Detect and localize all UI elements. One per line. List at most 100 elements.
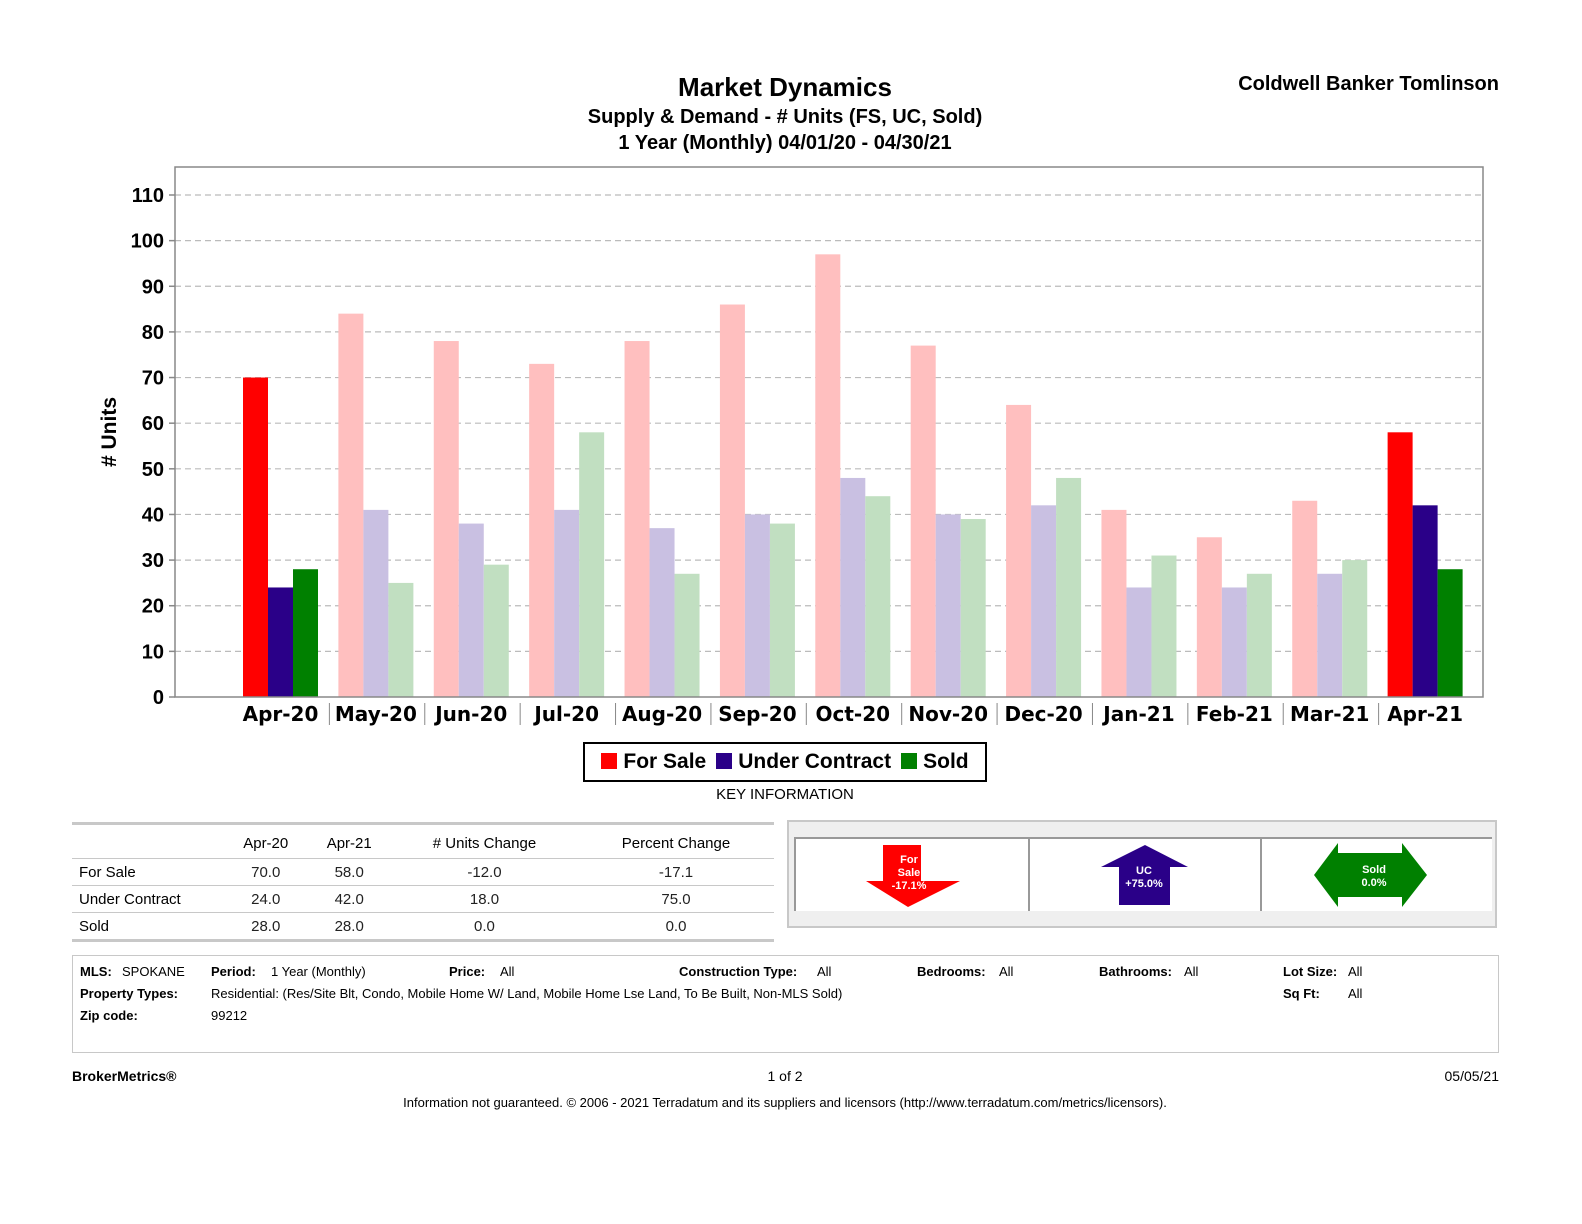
legend-swatch (901, 753, 918, 769)
legend-item-under-contract: Under Contract (716, 750, 891, 774)
search-criteria: MLS: SPOKANE Period: 1 Year (Monthly) Pr… (72, 955, 1499, 1053)
x-tick-label: Feb-21 (1196, 702, 1273, 726)
svg-text:-17.1%: -17.1% (892, 880, 927, 892)
footer-brand: BrokerMetrics® (72, 1068, 177, 1084)
y-tick-label: 50 (142, 459, 164, 481)
bar-under-contract-sep-20 (744, 514, 770, 697)
bar-for-sale-oct-20 (815, 254, 841, 697)
table-row: Sold 28.0 28.0 0.0 0.0 (72, 912, 774, 942)
bar-sold-apr-20 (293, 569, 318, 697)
x-tick-label: Apr-20 (243, 702, 319, 726)
bar-under-contract-jan-21 (1126, 587, 1152, 697)
bar-for-sale-aug-20 (624, 341, 650, 697)
bar-sold-sep-20 (769, 523, 795, 697)
col-header: Apr-21 (307, 823, 391, 859)
x-tick-label: Jul-20 (532, 702, 599, 726)
brand-name: Coldwell Banker Tomlinson (1238, 73, 1499, 95)
chart-period: 1 Year (Monthly) 04/01/20 - 04/30/21 (618, 132, 952, 154)
y-tick-label: 0 (153, 687, 164, 709)
y-tick-labels: 0 10 20 30 40 50 60 70 80 90 100 110 (131, 185, 164, 709)
bar-under-contract-oct-20 (840, 477, 866, 697)
y-tick-label: 20 (142, 596, 164, 618)
bar-for-sale-may-20 (338, 313, 364, 697)
uc-up-arrow-icon: UC +75.0% (1101, 845, 1188, 905)
legend-swatch (716, 753, 733, 769)
x-tick-label: Apr-21 (1387, 702, 1463, 726)
svg-text:0.0%: 0.0% (1361, 877, 1386, 889)
bars (243, 254, 1463, 697)
y-tick-label: 10 (142, 641, 164, 663)
y-tick-label: 70 (142, 368, 164, 390)
x-tick-label: Mar-21 (1290, 702, 1369, 726)
bar-chart: 0 10 20 30 40 50 60 70 80 90 100 110 Apr-20 May-20 Ju… (98, 166, 1484, 726)
table-header-row: Apr-20 Apr-21 # Units Change Percent Cha… (72, 823, 774, 859)
x-tick-label: May-20 (335, 702, 417, 726)
legend-item-for-sale: For Sale (601, 750, 706, 774)
bar-sold-jun-20 (483, 564, 509, 697)
x-tick-label: Sep-20 (718, 702, 796, 726)
bar-under-contract-aug-20 (649, 528, 675, 697)
bar-sold-feb-21 (1246, 573, 1272, 697)
disclaimer: Information not guaranteed. © 2006 - 202… (403, 1095, 1167, 1110)
col-header (72, 823, 224, 859)
key-info-table: Apr-20 Apr-21 # Units Change Percent Cha… (72, 822, 774, 942)
bar-for-sale-apr-21 (1387, 432, 1413, 697)
svg-text:For: For (900, 854, 918, 866)
bar-under-contract-dec-20 (1031, 505, 1057, 697)
y-tick-label: 60 (142, 413, 164, 435)
x-tick-label: Nov-20 (908, 702, 988, 726)
legend-swatch (601, 753, 618, 769)
bar-sold-dec-20 (1056, 477, 1082, 697)
y-tick-label: 110 (132, 185, 164, 207)
bar-for-sale-mar-21 (1292, 500, 1318, 697)
bar-sold-oct-20 (865, 496, 891, 697)
bar-under-contract-apr-21 (1412, 505, 1438, 697)
bar-for-sale-jun-20 (433, 341, 459, 697)
for-sale-down-arrow-icon: For Sale -17.1% (866, 845, 960, 907)
bar-for-sale-feb-21 (1196, 537, 1222, 697)
bar-sold-mar-21 (1342, 560, 1368, 697)
y-axis-label: # Units (98, 397, 121, 467)
chart-subtitle: Supply & Demand - # Units (FS, UC, Sold) (587, 106, 983, 128)
bar-under-contract-nov-20 (935, 514, 961, 697)
bar-for-sale-dec-20 (1006, 404, 1032, 697)
bar-sold-nov-20 (960, 519, 986, 697)
table-row: Under Contract 24.0 42.0 18.0 75.0 (72, 885, 774, 913)
chart-legend: For Sale Under Contract Sold (583, 742, 987, 782)
y-tick-label: 40 (142, 504, 164, 526)
svg-text:Sold: Sold (1362, 864, 1386, 876)
bar-under-contract-jul-20 (554, 509, 580, 697)
y-tick-label: 80 (142, 322, 164, 344)
x-tick-label: Jun-20 (433, 702, 507, 726)
bar-sold-apr-21 (1437, 569, 1463, 697)
page-number: 1 of 2 (767, 1068, 803, 1084)
bar-sold-aug-20 (674, 573, 700, 697)
bar-sold-jul-20 (579, 432, 605, 697)
bar-under-contract-jun-20 (458, 523, 484, 697)
bar-for-sale-jul-20 (529, 363, 555, 697)
bar-sold-may-20 (388, 582, 414, 697)
y-tick-label: 100 (131, 231, 164, 253)
bar-under-contract-may-20 (363, 509, 389, 697)
y-tick-label: 90 (142, 276, 164, 298)
col-header: Apr-20 (224, 823, 308, 859)
col-header: Percent Change (578, 823, 774, 859)
bar-under-contract-mar-21 (1317, 573, 1343, 697)
bar-for-sale-jan-21 (1101, 509, 1127, 697)
x-tick-label: Dec-20 (1004, 702, 1082, 726)
bar-for-sale-apr-20 (243, 377, 268, 697)
svg-text:+75.0%: +75.0% (1125, 878, 1163, 890)
bar-for-sale-nov-20 (910, 345, 936, 697)
chart-title: Market Dynamics (678, 72, 892, 102)
x-tick-labels: Apr-20 May-20 Jun-20 Jul-20 Aug-20 Sep-20 Oct-… (243, 702, 1463, 726)
for-sale-indicator: For Sale -17.1% (794, 837, 1028, 911)
legend-item-sold: Sold (901, 750, 969, 774)
sold-flat-arrow-icon: Sold 0.0% (1314, 843, 1427, 907)
x-tick-label: Jan-21 (1101, 702, 1174, 726)
x-tick-label: Aug-20 (622, 702, 702, 726)
uc-indicator: UC +75.0% (1028, 837, 1260, 911)
bar-for-sale-sep-20 (719, 304, 745, 697)
svg-text:UC: UC (1136, 865, 1152, 877)
col-header: # Units Change (390, 823, 579, 859)
sold-indicator: Sold 0.0% (1260, 837, 1492, 911)
